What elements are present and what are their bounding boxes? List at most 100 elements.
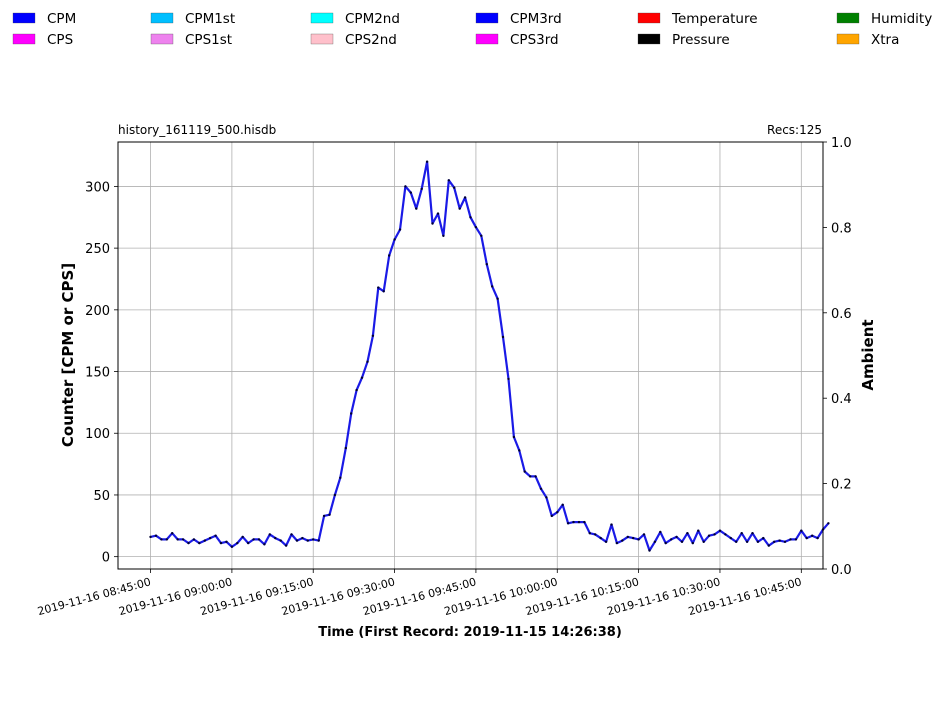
legend-swatch bbox=[12, 12, 36, 24]
data-point bbox=[306, 539, 309, 542]
data-point bbox=[501, 335, 505, 339]
data-point bbox=[816, 536, 819, 540]
data-point bbox=[344, 446, 347, 450]
y-tick-label: 200 bbox=[85, 304, 110, 319]
data-point bbox=[377, 286, 380, 289]
data-point bbox=[718, 529, 722, 532]
data-point bbox=[398, 228, 402, 231]
data-point bbox=[642, 533, 646, 536]
data-point bbox=[171, 532, 174, 535]
legend-label: Pressure bbox=[672, 32, 730, 48]
data-point bbox=[295, 539, 299, 542]
data-point bbox=[577, 520, 581, 524]
data-point bbox=[491, 285, 494, 288]
data-point bbox=[702, 540, 705, 543]
data-point bbox=[474, 226, 478, 229]
data-point bbox=[366, 360, 369, 363]
data-point bbox=[219, 541, 223, 545]
y-tick-label: 300 bbox=[85, 180, 110, 195]
data-point bbox=[805, 536, 808, 540]
data-point bbox=[442, 234, 445, 237]
legend: CPM CPS CPM1st CPS1st CPM2nd CPS2nd CPM3rd CPS3… bbox=[12, 11, 932, 48]
data-point bbox=[615, 541, 619, 545]
y-right-tick-label: 0.0 bbox=[831, 563, 852, 578]
data-point bbox=[811, 534, 814, 537]
y-axis-right-label: Ambient bbox=[859, 319, 877, 390]
data-point bbox=[263, 543, 266, 546]
data-point bbox=[556, 511, 559, 514]
y-right-tick-label: 0.2 bbox=[831, 478, 852, 493]
data-point bbox=[745, 540, 749, 543]
data-point bbox=[322, 514, 326, 518]
data-point bbox=[550, 514, 553, 518]
legend-label: CPS3rd bbox=[510, 32, 559, 48]
data-point bbox=[626, 535, 629, 539]
data-point bbox=[707, 534, 711, 537]
legend-swatch bbox=[310, 33, 334, 45]
data-point bbox=[566, 522, 570, 525]
data-point bbox=[247, 541, 250, 545]
data-point bbox=[447, 179, 450, 182]
legend-label: CPS2nd bbox=[345, 32, 397, 48]
data-point bbox=[257, 538, 261, 541]
data-point bbox=[149, 535, 152, 539]
y-right-tick-label: 0.4 bbox=[831, 392, 852, 407]
data-point bbox=[648, 549, 651, 552]
data-point bbox=[436, 212, 440, 215]
data-point bbox=[751, 532, 754, 535]
data-point bbox=[333, 493, 337, 497]
data-point bbox=[735, 540, 738, 543]
data-point bbox=[355, 388, 358, 392]
data-point bbox=[778, 539, 781, 542]
data-point bbox=[404, 185, 407, 188]
legend-swatch bbox=[836, 33, 860, 45]
data-point bbox=[409, 191, 412, 194]
data-point bbox=[279, 539, 282, 542]
data-point bbox=[794, 538, 798, 541]
data-point bbox=[572, 520, 575, 524]
data-point bbox=[274, 536, 277, 540]
grid bbox=[118, 142, 823, 569]
data-point bbox=[594, 533, 597, 536]
y-tick-label: 250 bbox=[85, 242, 110, 257]
data-point bbox=[588, 532, 591, 535]
legend-label: CPS1st bbox=[185, 32, 232, 48]
data-point bbox=[187, 541, 190, 545]
data-point bbox=[675, 535, 678, 539]
data-point bbox=[317, 539, 320, 542]
data-point bbox=[453, 186, 456, 189]
data-point bbox=[534, 475, 537, 478]
data-point bbox=[420, 187, 423, 191]
data-point bbox=[176, 538, 179, 541]
data-point bbox=[724, 533, 727, 536]
data-point bbox=[512, 435, 516, 439]
data-point bbox=[236, 541, 239, 545]
data-point bbox=[350, 412, 353, 415]
data-point bbox=[670, 538, 673, 541]
data-point bbox=[604, 540, 608, 543]
data-point bbox=[485, 263, 488, 266]
legend-swatch bbox=[637, 33, 661, 45]
plot-frame bbox=[117, 141, 824, 570]
legend-label: Humidity bbox=[871, 11, 932, 27]
data-point bbox=[393, 238, 396, 241]
data-point bbox=[382, 290, 385, 293]
data-point bbox=[225, 540, 228, 543]
data-point bbox=[165, 538, 168, 541]
legend-label: CPM3rd bbox=[510, 11, 562, 27]
series-line-cpm bbox=[150, 160, 830, 552]
data-point bbox=[458, 207, 461, 210]
data-point bbox=[339, 476, 342, 479]
data-point bbox=[301, 536, 304, 540]
file-name-label: history_161119_500.hisdb bbox=[118, 123, 276, 137]
data-point bbox=[241, 535, 244, 539]
y-right-tick-label: 1.0 bbox=[831, 136, 852, 151]
data-point bbox=[740, 532, 743, 535]
data-point bbox=[425, 160, 429, 163]
data-point bbox=[621, 539, 624, 542]
data-point bbox=[610, 523, 613, 526]
data-point bbox=[686, 532, 689, 535]
data-point bbox=[371, 334, 375, 337]
